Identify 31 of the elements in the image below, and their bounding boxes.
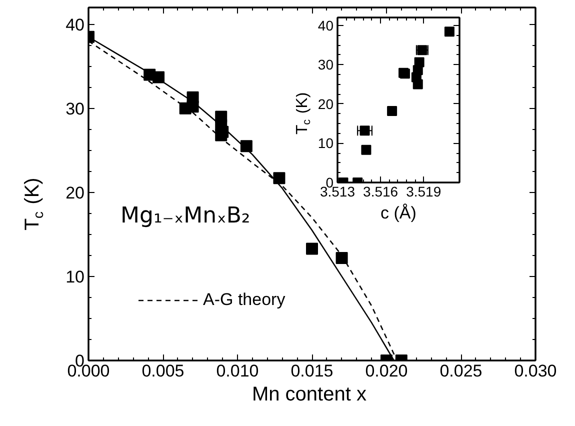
annotation: Mg₁₋ₓMnₓB₂ [120,204,250,228]
point [215,129,228,142]
x-tick-label: 0.005 [142,362,184,380]
point [306,242,318,255]
point [414,57,424,68]
point [444,26,454,37]
x-axis-title: c (Å) [380,204,416,222]
y-tick-label: 40 [318,17,334,34]
x-tick-label: 3.519 [406,184,442,200]
y-tick-label: 40 [66,15,85,34]
x-axis-title: Mn content x [252,384,366,406]
point [360,126,370,136]
x-tick-label: 3.516 [363,184,398,200]
x-tick-label: 0.020 [365,362,408,380]
point [412,79,423,90]
x-tick-label: 0.025 [440,362,482,380]
x-tick-label: 0.030 [514,362,557,380]
y-tick-label: 10 [318,135,334,152]
x-tick-label: 0.010 [216,362,259,380]
y-axis-title: Tc (K) [22,178,46,230]
x-tick-label: 0.015 [290,362,334,380]
y-tick-label: 30 [318,56,334,73]
point [361,144,372,155]
point [336,252,348,264]
y-tick-label: 30 [66,99,85,118]
y-tick-label: 20 [66,183,85,202]
y-tick-label: 20 [318,96,334,112]
point [273,172,286,184]
point [387,106,398,116]
legend-label: A-G theory [203,290,286,310]
y-tick-label: 10 [66,267,85,286]
